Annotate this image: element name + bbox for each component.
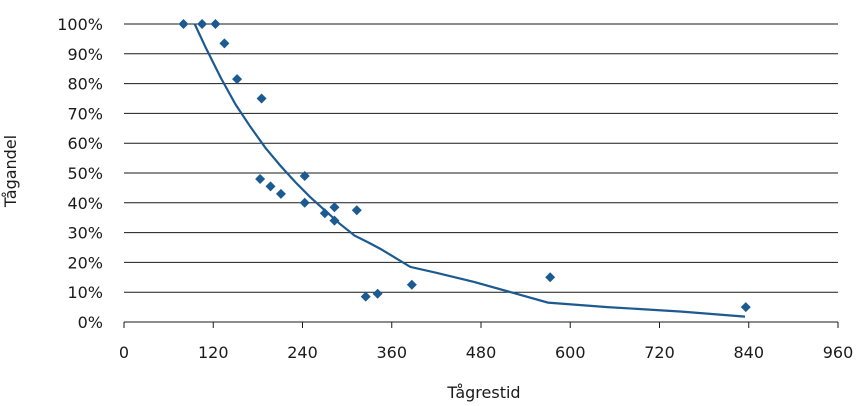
y-tick-labels: 0% 10% 20% 30% 40% 50% 60% 70% 80% 90% 100% (57, 15, 103, 332)
y-tick-label: 0% (78, 313, 103, 332)
axes (123, 321, 839, 328)
gridlines (124, 23, 838, 293)
y-tick-label: 100% (57, 15, 103, 34)
x-tick-label: 240 (287, 343, 318, 362)
y-tick-label: 40% (67, 194, 103, 213)
x-axis-label: Tågrestid (446, 383, 520, 402)
y-tick-label: 90% (67, 45, 103, 64)
data-point (210, 19, 221, 29)
data-point (178, 19, 189, 29)
data-point (299, 197, 310, 208)
trendline (193, 23, 746, 318)
data-point (372, 288, 383, 299)
x-tick-label: 960 (823, 343, 854, 362)
data-point (319, 208, 330, 219)
y-axis-label: Tågandel (1, 135, 20, 208)
data-point (360, 291, 371, 302)
data-point (406, 279, 417, 290)
x-tick-label: 120 (198, 343, 229, 362)
data-point (351, 205, 362, 216)
y-tick-label: 30% (67, 224, 103, 243)
y-tick-label: 10% (67, 283, 103, 302)
y-tick-label: 80% (67, 75, 103, 94)
data-point (256, 93, 267, 104)
x-tick-label: 720 (644, 343, 675, 362)
data-points (178, 19, 751, 313)
data-point (740, 302, 751, 313)
data-point (299, 170, 310, 181)
y-tick-label: 50% (67, 164, 103, 183)
x-tick-labels: 0 120 240 360 480 600 720 840 960 (119, 343, 853, 362)
x-tick-label: 840 (733, 343, 764, 362)
data-point (255, 173, 266, 184)
x-tick-label: 480 (466, 343, 497, 362)
trendline-layer (193, 23, 746, 318)
x-tick-label: 600 (555, 343, 586, 362)
y-tick-label: 70% (67, 104, 103, 123)
data-point (545, 272, 556, 283)
data-point (329, 215, 340, 226)
data-point (329, 202, 340, 213)
y-tick-label: 60% (67, 134, 103, 153)
data-point (197, 19, 208, 29)
data-point (275, 188, 286, 199)
data-point (265, 181, 276, 192)
y-tick-label: 20% (67, 253, 103, 272)
x-tick-label: 360 (376, 343, 407, 362)
data-point (232, 74, 243, 85)
x-tick-label: 0 (119, 343, 129, 362)
data-point (219, 38, 230, 49)
